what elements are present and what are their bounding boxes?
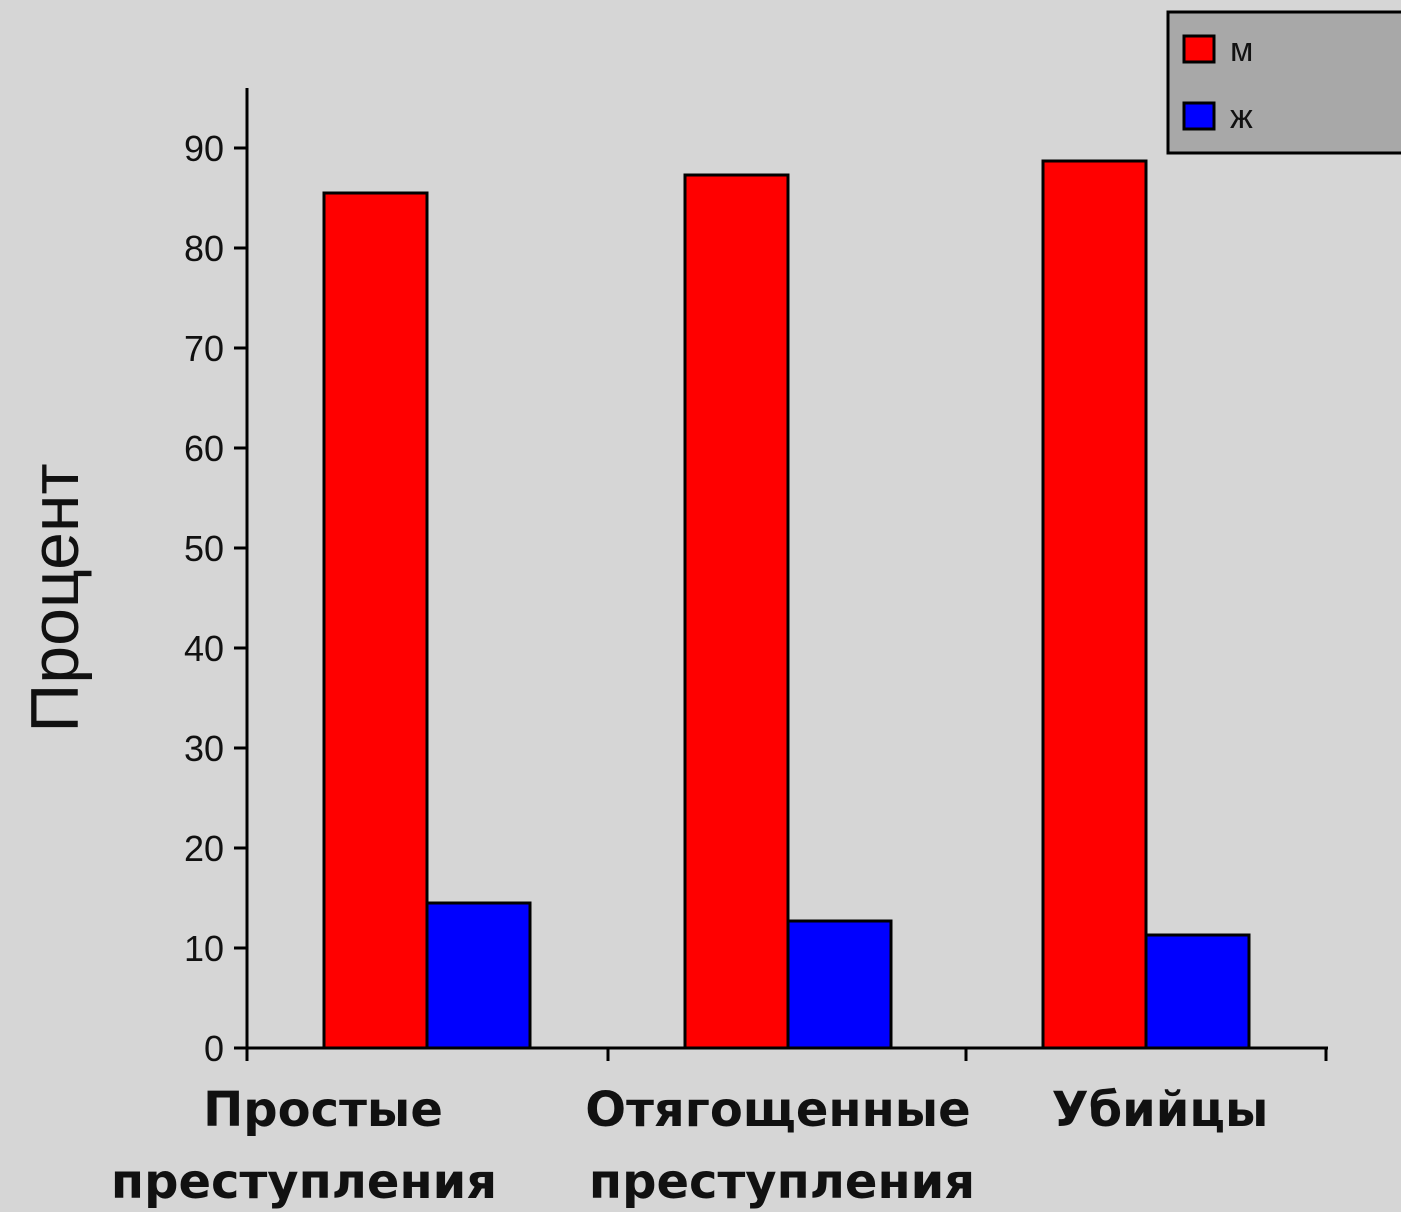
legend-label-female: ж [1230,98,1253,136]
y-tick-label: 60 [184,428,224,469]
x-category-label: Отягощенные [585,1082,970,1138]
y-axis-label: Процент [17,463,93,732]
x-category-label: Убийцы [1052,1082,1269,1138]
legend: мж [1166,10,1401,155]
x-category-labels: Простые преступления Отягощенные преступлен… [111,1082,1268,1210]
y-tick-label: 70 [184,328,224,369]
x-category-label: преступления [589,1154,975,1210]
legend-swatch-female [1182,101,1216,131]
bar-female-1 [786,919,893,1050]
bar-male-1 [683,173,790,1050]
y-tick-label: 10 [184,928,224,969]
y-axis-ticks: 0 10 20 30 40 50 60 70 80 90 [184,128,247,1069]
x-category-label: преступления [111,1154,497,1210]
y-tick-label: 0 [204,1028,224,1069]
bars [322,159,1251,1050]
y-tick-label: 50 [184,528,224,569]
y-tick-label: 30 [184,728,224,769]
legend-swatch-male [1182,34,1216,64]
x-category-label: Простые [203,1082,443,1138]
y-tick-label: 90 [184,128,224,169]
y-tick-label: 80 [184,228,224,269]
legend-box [1166,10,1401,155]
x-axis-ticks [245,1048,1328,1061]
bar-female-0 [425,901,532,1050]
y-tick-label: 40 [184,628,224,669]
y-tick-label: 20 [184,828,224,869]
legend-label-male: м [1230,31,1253,69]
bar-male-0 [322,191,429,1050]
bar-female-2 [1144,933,1251,1050]
bar-male-2 [1041,159,1148,1050]
